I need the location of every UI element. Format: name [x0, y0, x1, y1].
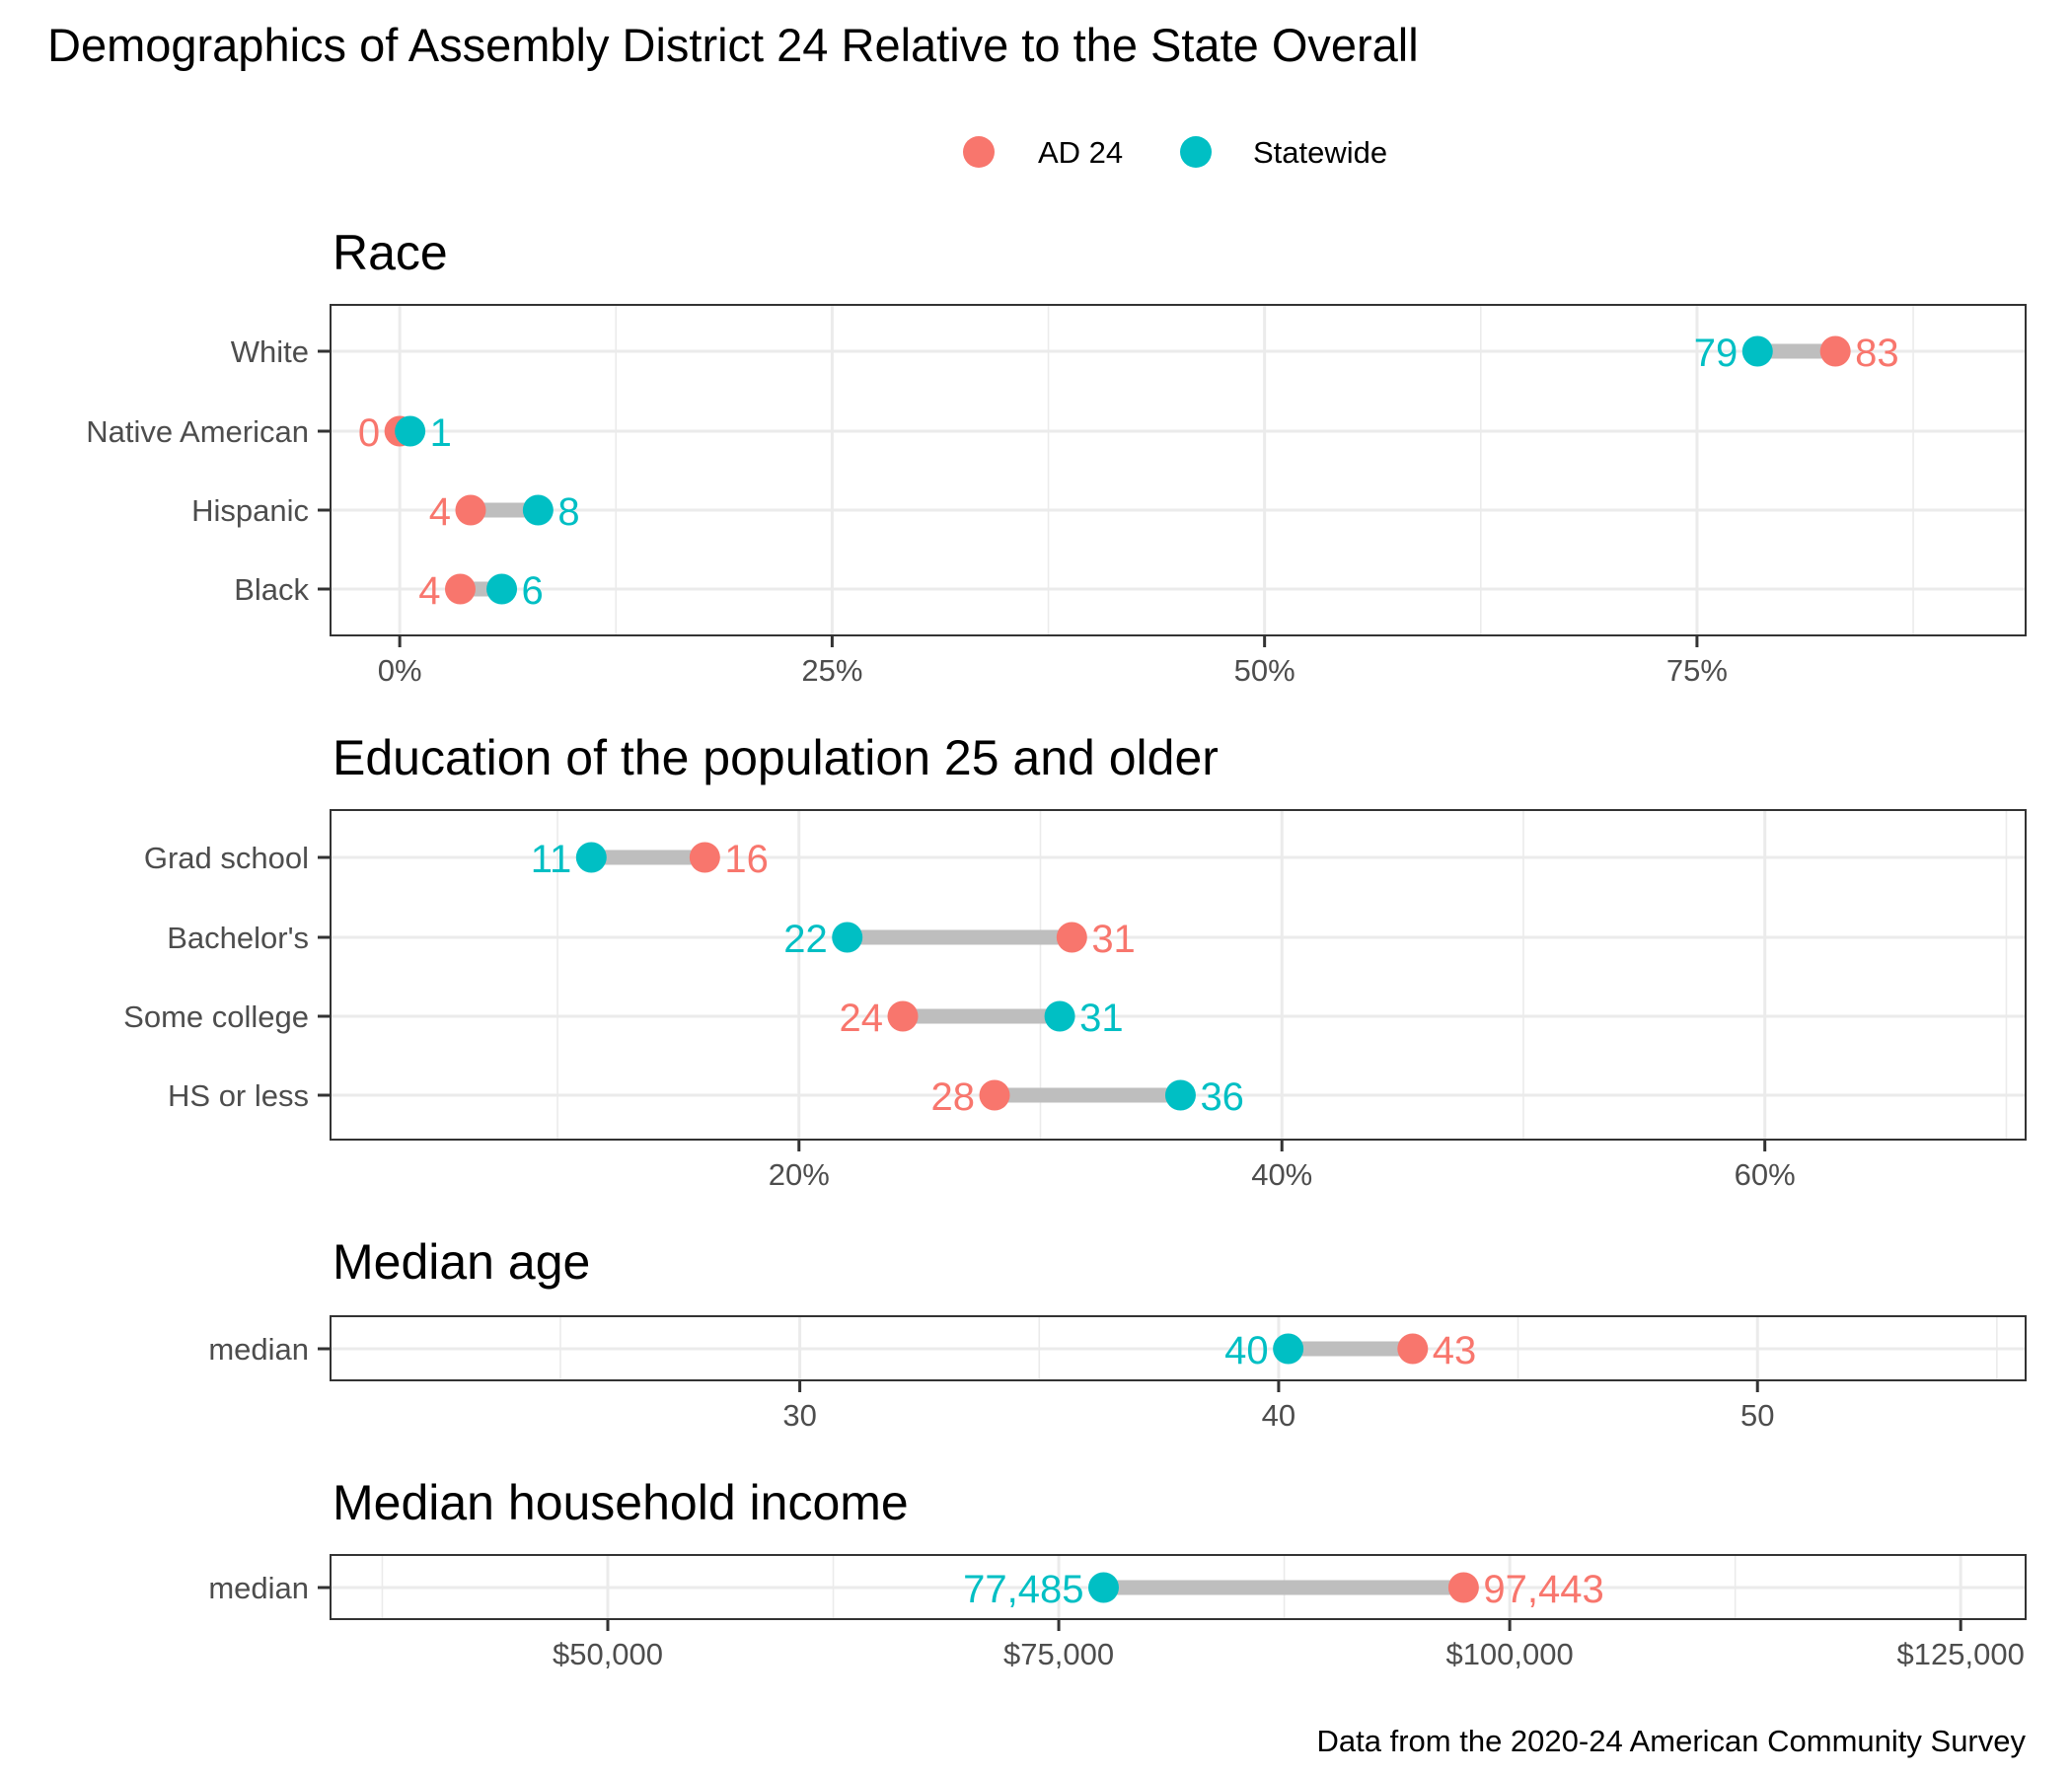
data-label-ad24: 83: [1855, 332, 1899, 375]
data-point-ad24: [1056, 922, 1087, 953]
data-point-ad24: [1397, 1333, 1429, 1365]
data-point-statewide: [1273, 1333, 1304, 1365]
x-tick-label: $100,000: [1445, 1637, 1573, 1671]
data-point-ad24: [1447, 1572, 1479, 1603]
y-category-label: White: [231, 334, 309, 369]
data-point-statewide: [1087, 1572, 1119, 1603]
panel-education-of-the-population-25-and-older: Education of the population 25 and older…: [123, 730, 2027, 1192]
data-label-statewide: 1: [430, 411, 452, 455]
y-category-label: median: [208, 1571, 309, 1605]
data-label-statewide: 8: [557, 490, 579, 534]
panel-title: Race: [333, 225, 448, 280]
data-point-statewide: [486, 573, 518, 605]
x-tick-label: 50%: [1234, 653, 1295, 688]
y-category-label: Grad school: [144, 841, 309, 875]
x-tick-label: 30: [782, 1398, 816, 1433]
data-point-ad24: [1819, 335, 1851, 367]
y-category-label: Bachelor's: [167, 921, 309, 955]
data-label-ad24: 28: [931, 1075, 976, 1119]
data-label-statewide: 31: [1079, 997, 1124, 1040]
x-tick-label: 40%: [1251, 1157, 1312, 1192]
data-label-ad24: 16: [724, 838, 769, 881]
data-point-ad24: [455, 494, 486, 526]
x-tick-label: $125,000: [1897, 1637, 2025, 1671]
x-tick-label: 20%: [769, 1157, 830, 1192]
chart-title: Demographics of Assembly District 24 Rel…: [47, 19, 1419, 71]
panel-race: Race 0% 25% 50% 75% White Native American Hispa…: [86, 225, 2027, 688]
x-tick-label: 50: [1740, 1398, 1774, 1433]
legend: AD 24 Statewide: [963, 135, 1387, 170]
data-point-ad24: [444, 573, 476, 605]
data-label-ad24: 0: [358, 411, 380, 455]
data-label-statewide: 36: [1200, 1075, 1244, 1119]
data-label-ad24: 4: [429, 490, 451, 534]
data-label-ad24: 24: [840, 997, 884, 1040]
x-tick-label: 75%: [1666, 653, 1728, 688]
x-tick-label: 25%: [801, 653, 862, 688]
panel-median-age: Median age 30 40 50 median 43 40: [208, 1234, 2027, 1433]
y-category-label: Black: [234, 572, 309, 607]
y-category-label: Some college: [123, 999, 309, 1034]
data-point-statewide: [575, 842, 607, 873]
data-label-ad24: 43: [1433, 1329, 1477, 1372]
data-point-statewide: [1741, 335, 1773, 367]
data-label-statewide: 79: [1694, 332, 1739, 375]
data-label-statewide: 22: [783, 918, 828, 961]
x-tick-label: 60%: [1735, 1157, 1796, 1192]
legend-label-statewide: Statewide: [1253, 135, 1387, 170]
x-tick-label: 40: [1262, 1398, 1295, 1433]
legend-marker-ad24: [963, 136, 995, 168]
panel-border: [330, 809, 2027, 1141]
data-label-ad24: 97,443: [1483, 1568, 1603, 1611]
panel-title: Median household income: [333, 1475, 909, 1530]
legend-marker-statewide: [1180, 136, 1212, 168]
data-label-statewide: 11: [531, 838, 572, 881]
x-tick-label: $75,000: [1003, 1637, 1114, 1671]
chart-caption: Data from the 2020-24 American Community…: [1317, 1724, 2027, 1758]
data-point-ad24: [689, 842, 720, 873]
data-point-statewide: [522, 494, 554, 526]
panel-median-household-income: Median household income $50,000 $75,000 $10…: [208, 1475, 2027, 1671]
panel-title: Education of the population 25 and older: [333, 730, 1219, 785]
y-category-label: Hispanic: [191, 493, 309, 528]
data-label-statewide: 40: [1224, 1329, 1269, 1372]
x-tick-label: 0%: [378, 653, 422, 688]
panel-title: Median age: [333, 1234, 590, 1290]
panel-border: [330, 1315, 2027, 1381]
legend-label-ad24: AD 24: [1038, 135, 1123, 170]
data-point-statewide: [832, 922, 863, 953]
x-tick-label: $50,000: [553, 1637, 663, 1671]
y-category-label: median: [208, 1332, 309, 1367]
data-point-statewide: [395, 415, 426, 447]
data-label-ad24: 4: [418, 569, 440, 613]
panel-border: [330, 1554, 2027, 1620]
data-label-ad24: 31: [1091, 918, 1136, 961]
data-point-ad24: [887, 1000, 919, 1032]
y-category-label: Native American: [86, 414, 309, 449]
panel-border: [330, 304, 2027, 636]
data-point-statewide: [1044, 1000, 1075, 1032]
y-category-label: HS or less: [168, 1078, 309, 1113]
data-label-statewide: 77,485: [963, 1568, 1083, 1611]
data-point-statewide: [1164, 1079, 1196, 1111]
data-point-ad24: [979, 1079, 1010, 1111]
data-label-statewide: 6: [522, 569, 544, 613]
